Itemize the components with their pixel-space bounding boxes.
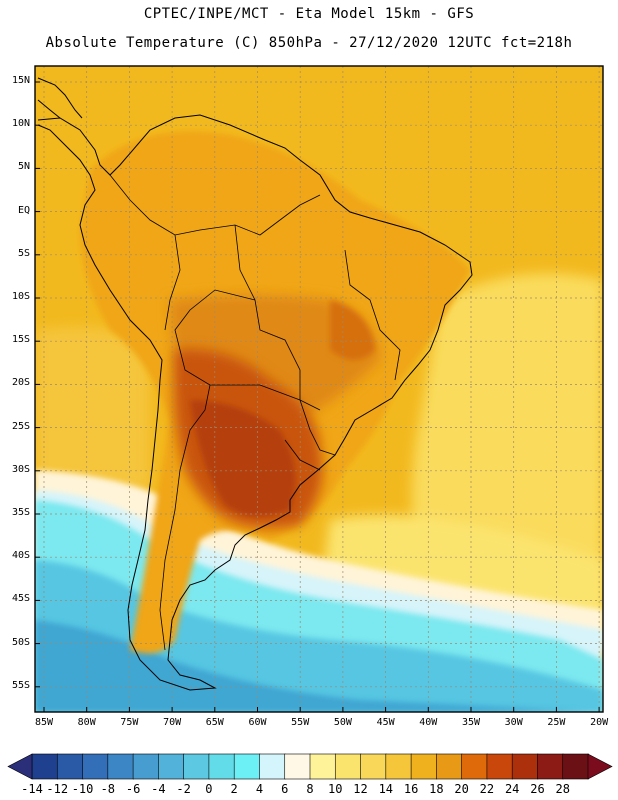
colorbar-label: 10 [328,782,343,796]
colorbar-label: 2 [230,782,238,796]
map-title-line2: Absolute Temperature (C) 850hPa - 27/12/… [45,35,573,51]
colorbar-swatch [284,753,311,780]
colorbar-swatch [107,753,134,780]
colorbar-label: -2 [176,782,191,796]
colorbar-swatch [132,753,160,780]
colorbar-swatch [334,753,362,780]
lat-label: 30S [11,463,30,475]
lat-label: 10S [11,291,30,302]
colorbar-swatch [436,753,463,780]
colorbar-swatch [183,753,210,780]
lon-label: 50W [333,717,352,728]
colorbar-swatch [360,753,387,780]
colorbar-label: 12 [353,782,368,796]
colorbar-swatch [511,753,539,780]
lon-label: 60W [248,717,267,728]
colorbar-label: -6 [125,782,141,796]
lat-label: 50S [11,636,30,648]
colorbar-swatch [208,753,235,780]
lat-label: 25S [11,420,30,432]
lon-label: 30W [504,717,523,728]
colorbar-swatch [486,753,513,780]
colorbar-low-arrow [7,753,33,780]
lat-label: 20S [11,377,30,389]
colorbar [7,753,613,780]
map-title-line1: CPTEC/INPE/MCT - Eta Model 15km - GFS [143,6,475,22]
colorbar-label: 18 [429,782,444,796]
lat-label: 5S [17,247,30,259]
lat-label: EQ [17,204,30,216]
colorbar-swatch [233,753,261,780]
lat-label: 15S [11,334,30,346]
colorbar-swatch [461,753,488,780]
colorbar-label: -12 [46,782,69,796]
colorbar-label: 28 [555,782,570,796]
axis-ticks [35,81,600,712]
lat-label: 5N [17,161,30,173]
lat-label: 15N [11,75,30,86]
lon-label: 75W [120,717,139,728]
colorbar-label: 24 [504,782,520,796]
lat-label: 45S [11,593,30,605]
lat-label: 35S [11,507,30,518]
lon-label: 45W [376,717,395,728]
lon-label: 40W [419,717,438,728]
colorbar-label: 22 [479,782,495,796]
lon-label: 20W [590,717,609,728]
colorbar-swatch [385,753,412,780]
colorbar-label: 26 [530,782,545,796]
lat-label: 10N [11,118,30,130]
lon-label: 25W [547,717,566,728]
colorbar-label: 16 [403,782,419,796]
colorbar-swatch [56,753,84,780]
field-cold3 [35,620,603,712]
colorbar-label: 4 [255,782,264,796]
field-pacific [35,326,150,492]
colorbar-label: 14 [378,782,394,796]
colorbar-label: -4 [151,782,166,796]
colorbar-swatch [562,753,589,780]
colorbar-high-arrow [587,753,613,780]
colorbar-swatch [82,753,109,780]
lon-label: 35W [461,717,481,728]
lon-label: 85W [34,717,54,728]
map-frame [34,65,604,713]
colorbar-swatch [259,753,286,780]
national-borders [109,174,401,651]
temperature-field [35,66,603,712]
colorbar-label: -14 [21,782,43,796]
colorbar-label: 0 [205,782,213,796]
field-hottest [190,400,296,517]
colorbar-label: -8 [100,782,116,796]
lat-label: 40S [11,550,30,562]
colorbar-label: -10 [71,782,94,796]
south-america-coastline [37,114,473,691]
lon-label: 55W [291,717,310,728]
colorbar-swatch [158,753,185,780]
colorbar-label: 8 [306,782,314,796]
lon-label: 70W [163,717,182,728]
colorbar-label: 6 [281,782,289,796]
colorbar-swatch [410,753,438,780]
central-america-coastline [37,77,83,119]
lat-label: 55S [11,679,30,691]
coastlines [37,77,473,691]
field-land-warm-east [330,300,375,360]
colorbar-swatch [537,753,564,780]
colorbar-swatch [309,753,337,780]
colorbar-swatch [31,753,59,780]
lon-label: 80W [77,717,96,728]
colorbar-label: 20 [454,782,469,796]
lon-label: 65W [205,717,224,728]
